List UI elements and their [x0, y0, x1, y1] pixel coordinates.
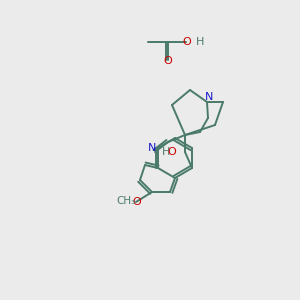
Text: O: O: [183, 37, 191, 47]
Text: H: H: [196, 37, 204, 47]
Text: O: O: [133, 197, 141, 207]
Text: N: N: [205, 92, 213, 102]
Text: CH₃: CH₃: [116, 196, 136, 206]
Text: O: O: [164, 56, 172, 66]
Text: H: H: [162, 147, 170, 157]
Text: O: O: [168, 147, 176, 157]
Text: N: N: [148, 143, 156, 153]
